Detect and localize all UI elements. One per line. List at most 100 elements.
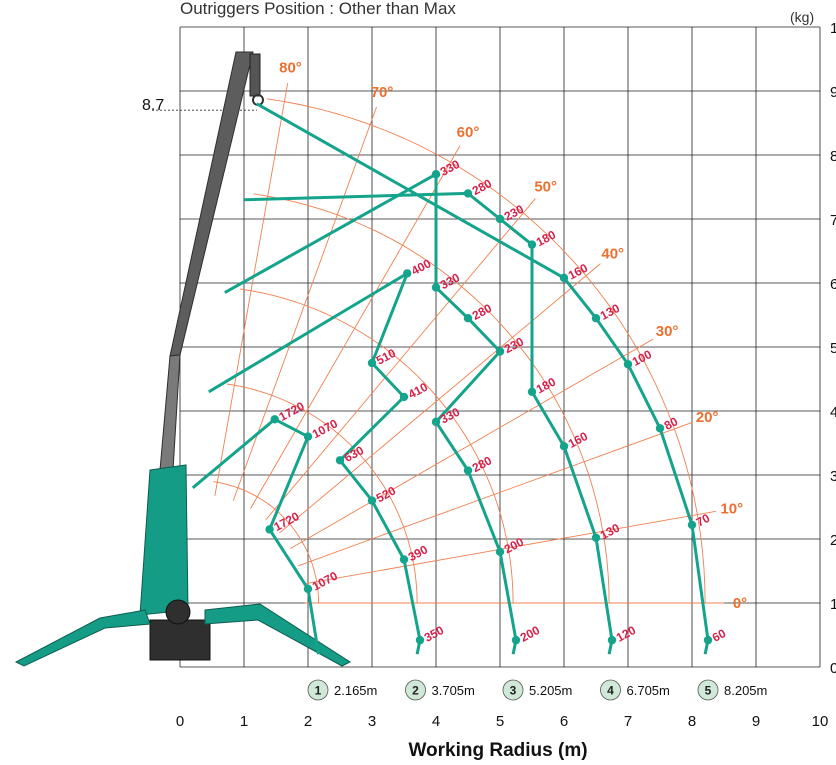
load-value: 410 [406,380,431,402]
angle-label: 60° [457,124,480,141]
angle-ray [250,145,461,510]
load-curve-3 [224,172,518,655]
series-radius-label: 3.705m [432,683,475,698]
series-badge-number: 5 [705,684,712,698]
series-badge-number: 3 [510,684,517,698]
load-value: 160 [566,429,591,451]
load-point [431,417,441,427]
load-point [367,358,377,368]
load-point [495,347,505,356]
max-height-label: 8.7 [142,97,164,114]
angle-arc [240,288,514,604]
load-value: 330 [438,270,463,292]
crane-boom-base [159,354,181,471]
load-point [399,555,409,564]
angle-label: 50° [534,178,557,195]
load-point [399,392,409,402]
series-radius-label: 5.205m [529,683,572,698]
load-point [270,415,279,424]
series-radius-label: 2.165m [334,683,377,698]
angle-ray [214,82,289,496]
series-badge [502,679,524,701]
y-tick-label: 1 [830,20,836,37]
load-point [655,424,665,433]
y-tick-label: 7 [830,212,836,229]
y-tick-label: 5 [830,340,836,357]
angle-ray [303,510,717,585]
load-point [607,635,617,645]
x-axis-label: Working Radius (m) [408,740,587,761]
load-point [463,189,473,198]
load-curve-5 [256,102,710,655]
load-value: 330 [438,405,463,427]
load-point [559,442,569,451]
load-value: 80 [662,414,681,433]
load-point [463,466,473,475]
y-tick-label: 3 [830,468,836,485]
x-tick-label: 0 [176,713,184,730]
outrigger-right [204,603,352,667]
load-point [495,547,505,556]
angle-arc [213,481,320,604]
y-tick-label: 9 [830,84,836,101]
load-point [403,269,412,278]
load-point [367,496,377,505]
load-point [559,273,569,283]
load-point [591,314,601,323]
load-value: 180 [534,375,559,397]
load-value: 520 [374,483,399,505]
y-tick-label: 0 [830,660,836,677]
series-badge [697,679,719,701]
load-value: 350 [422,623,447,645]
angle-label: 10° [720,501,743,518]
load-value: 200 [518,623,543,645]
load-point [335,456,345,465]
x-tick-label: 6 [560,713,568,730]
x-tick-label: 8 [688,713,696,730]
angle-ray [289,338,654,549]
load-value: 1070 [310,416,340,441]
load-point [703,635,713,645]
load-value: 70 [694,511,713,530]
x-tick-label: 7 [624,713,632,730]
x-tick-label: 10 [812,713,829,730]
x-tick-label: 2 [304,713,312,730]
angle-label: 0° [733,595,747,612]
crane-column [139,464,189,616]
series-badge-number: 2 [412,684,419,698]
angle-arc [253,193,610,604]
x-tick-label: 1 [240,713,248,730]
x-tick-label: 4 [432,713,440,730]
x-tick-label: 9 [752,713,760,730]
angle-arc [226,383,418,604]
series-badge [307,679,329,701]
y-tick-label: 8 [830,148,836,165]
load-value: 280 [470,453,495,475]
series-radius-label: 6.705m [627,683,670,698]
load-value: 120 [614,623,639,645]
load-point [431,283,441,292]
load-point [495,214,505,224]
angle-arc [266,98,706,604]
load-value: 330 [438,157,463,179]
load-point [591,533,601,542]
load-value: 230 [502,202,527,224]
crane-slew [165,599,191,625]
angle-ray [279,263,601,534]
load-value: 60 [710,626,729,645]
angle-label: 30° [656,323,679,340]
crane-tracks [149,619,211,661]
load-value: 200 [502,535,527,557]
angle-label: 20° [696,409,719,426]
angle-label: 40° [601,245,624,262]
x-tick-label: 3 [368,713,376,730]
load-point [623,360,633,369]
load-value: 400 [409,256,434,278]
series-badge [600,679,621,701]
y-tick-label: 6 [830,276,836,293]
load-point [527,387,537,396]
angle-label: 80° [279,59,302,76]
load-value: 1720 [277,399,307,424]
load-value: 280 [470,176,495,198]
